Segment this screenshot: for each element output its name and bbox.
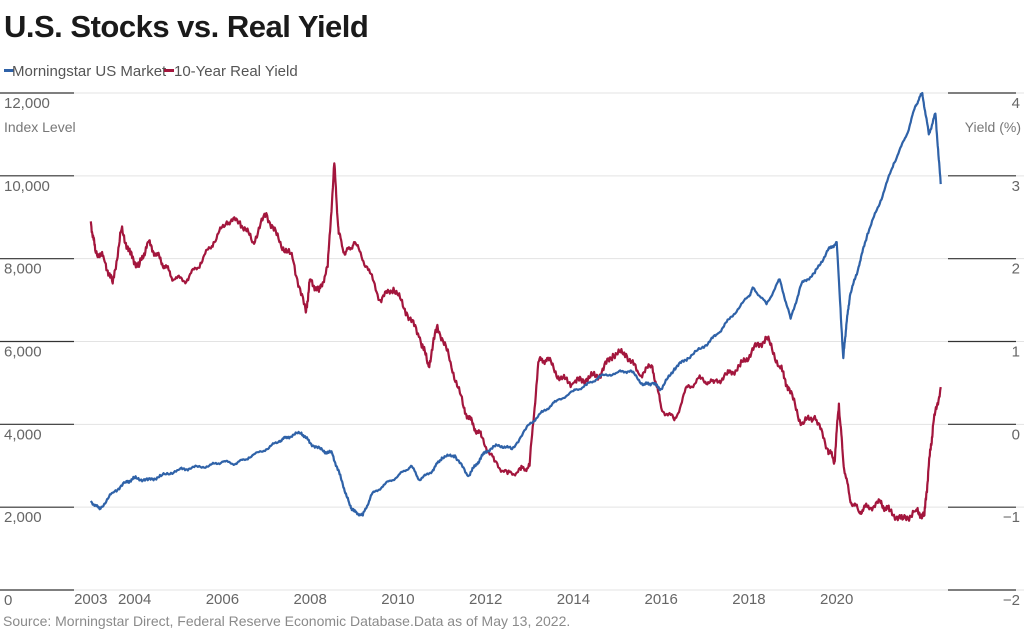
legend-swatch-stocks <box>4 69 14 72</box>
left-tick-label: 8,000 <box>4 261 42 278</box>
left-tick-label: 6,000 <box>4 344 42 361</box>
left-tick-label: 0 <box>4 592 12 609</box>
x-tick-label: 2010 <box>381 591 414 608</box>
x-tick-label: 2020 <box>820 591 853 608</box>
x-tick-label: 2016 <box>644 591 677 608</box>
legend: Morningstar US Market 10-Year Real Yield <box>4 63 298 80</box>
right-tick-label: 0 <box>1012 426 1020 443</box>
x-tick-label: 2008 <box>293 591 326 608</box>
x-tick-label: 2004 <box>118 591 151 608</box>
gridlines <box>0 92 1024 591</box>
right-tick-label: 4 <box>1012 95 1020 112</box>
series-line-us-market <box>89 91 942 517</box>
left-tick-label: 2,000 <box>4 509 42 526</box>
right-axis-title: Yield (%) <box>965 119 1021 135</box>
source-note: Source: Morningstar Direct, Federal Rese… <box>3 613 570 629</box>
chart-title: U.S. Stocks vs. Real Yield <box>4 9 368 44</box>
right-tick-label: −1 <box>1003 509 1020 526</box>
left-tick-label: 12,000 <box>4 95 50 112</box>
legend-label-stocks: Morningstar US Market <box>12 63 167 80</box>
right-tick-label: −2 <box>1003 592 1020 609</box>
legend-label-yield: 10-Year Real Yield <box>174 63 298 80</box>
series-line-real-yield <box>89 162 942 522</box>
left-axis-title: Index Level <box>4 119 76 135</box>
left-tick-label: 10,000 <box>4 178 50 195</box>
right-tick-label: 1 <box>1012 344 1020 361</box>
x-tick-label: 2006 <box>206 591 239 608</box>
left-tick-label: 4,000 <box>4 426 42 443</box>
x-tick-label: 2014 <box>557 591 590 608</box>
left-axis-ticks: 0 2,000 4,000 6,000 8,000 10,000 12,000 <box>4 95 50 609</box>
right-tick-label: 2 <box>1012 261 1020 278</box>
x-tick-label: 2003 <box>74 591 107 608</box>
x-axis-ticks: 2003 2004 2006 2008 2010 2012 2014 2016 2018 2020 <box>74 591 853 608</box>
right-tick-label: 3 <box>1012 178 1020 195</box>
legend-swatch-yield <box>164 69 174 72</box>
x-tick-label: 2012 <box>469 591 502 608</box>
x-tick-label: 2018 <box>732 591 765 608</box>
right-axis-ticks: −2 −1 0 1 2 3 4 <box>1003 95 1020 609</box>
